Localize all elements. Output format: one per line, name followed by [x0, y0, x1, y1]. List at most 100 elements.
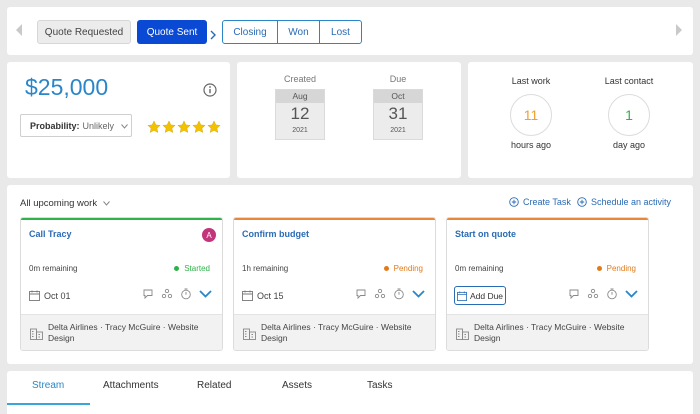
- stage-label: Quote Requested: [44, 26, 124, 38]
- task-related-text[interactable]: Delta Airlines · Tracy McGuire · Website…: [48, 322, 199, 343]
- work-filter-dropdown[interactable]: All upcoming work: [20, 198, 110, 209]
- building-icon: [243, 328, 256, 340]
- chevron-down-icon: [103, 198, 110, 209]
- task-related-footer: Delta Airlines · Tracy McGuire · Website…: [447, 314, 648, 350]
- tab-active-underline: [7, 403, 90, 405]
- calendar-icon: [456, 290, 467, 301]
- people-icon[interactable]: [374, 288, 386, 300]
- task-status-label: Pending: [606, 264, 636, 273]
- task-title[interactable]: Confirm budget: [242, 229, 309, 239]
- star-rating[interactable]: [147, 120, 221, 134]
- chevron-right-small-icon: [210, 27, 216, 45]
- plus-circle-icon: [577, 197, 587, 207]
- due-date-tile[interactable]: Oct 31 2021: [373, 89, 423, 140]
- created-year: 2021: [292, 127, 308, 134]
- comment-icon[interactable]: [568, 288, 580, 300]
- tab-assets[interactable]: Assets: [282, 380, 313, 391]
- add-due-button[interactable]: Add Due: [454, 286, 506, 305]
- timer-icon[interactable]: [393, 288, 405, 300]
- star-icon: [177, 120, 191, 133]
- created-date-tile[interactable]: Aug 12 2021: [275, 89, 325, 140]
- probability-select[interactable]: Probability: Unlikely: [20, 114, 132, 137]
- deal-amount: $25,000: [25, 74, 109, 100]
- building-icon: [456, 328, 469, 340]
- comment-icon[interactable]: [355, 288, 367, 300]
- chevron-down-icon[interactable]: [412, 290, 425, 298]
- people-icon[interactable]: [161, 288, 173, 300]
- tab-attachments[interactable]: Attachments: [103, 380, 159, 391]
- task-title[interactable]: Start on quote: [455, 229, 516, 239]
- task-related-text[interactable]: Delta Airlines · Tracy McGuire · Website…: [261, 322, 412, 343]
- chevron-down-icon[interactable]: [625, 290, 638, 298]
- tab-stream[interactable]: Stream: [32, 380, 65, 391]
- task-date-label: Oct 01: [44, 290, 71, 301]
- stage-label: Lost: [331, 26, 350, 38]
- plus-circle-icon: [509, 197, 519, 207]
- people-icon[interactable]: [587, 288, 599, 300]
- last-work-unit: hours ago: [510, 140, 552, 150]
- task-actions: [142, 288, 212, 300]
- probability-value: Unlikely: [82, 120, 115, 131]
- task-related-footer: Delta Airlines · Tracy McGuire · Website…: [21, 314, 222, 350]
- task-card[interactable]: Call Tracy A 0m remaining Started Oct 01…: [20, 217, 223, 351]
- created-label: Created: [283, 74, 317, 84]
- created-month: Aug: [276, 90, 324, 103]
- chevron-down-icon: [121, 121, 128, 131]
- task-remaining: 1h remaining: [242, 264, 289, 273]
- create-task-link[interactable]: Create Task: [509, 197, 571, 207]
- chevron-left-icon[interactable]: [15, 23, 23, 42]
- tab-tasks[interactable]: Tasks: [367, 380, 393, 391]
- due-year: 2021: [390, 127, 406, 134]
- task-card[interactable]: Confirm budget 1h remaining Pending Oct …: [233, 217, 436, 351]
- activity-card: Last work 11 hours ago Last contact 1 da…: [468, 62, 693, 178]
- task-actions: [568, 288, 638, 300]
- task-status: Pending: [383, 264, 423, 273]
- calendar-icon: [29, 290, 40, 301]
- due-day: 31: [388, 104, 408, 123]
- status-dot: [596, 266, 602, 271]
- star-icon: [192, 120, 206, 133]
- due-label: Due: [389, 74, 407, 84]
- stage-lost[interactable]: Lost: [320, 21, 361, 43]
- avatar[interactable]: A: [202, 228, 216, 242]
- stage-quote-sent[interactable]: Quote Sent: [137, 20, 207, 44]
- avatar-initial: A: [206, 230, 212, 240]
- due-month: Oct: [374, 90, 422, 103]
- add-due-label: Add Due: [469, 290, 504, 301]
- task-related-footer: Delta Airlines · Tracy McGuire · Website…: [234, 314, 435, 350]
- comment-icon[interactable]: [142, 288, 154, 300]
- info-icon[interactable]: [203, 83, 217, 102]
- timer-icon[interactable]: [180, 288, 192, 300]
- tab-related[interactable]: Related: [197, 380, 232, 391]
- task-remaining: 0m remaining: [455, 264, 504, 273]
- last-contact-value: 1: [625, 107, 633, 123]
- created-day: 12: [290, 104, 310, 123]
- star-icon: [147, 120, 161, 133]
- schedule-activity-link[interactable]: Schedule an activity: [577, 197, 671, 207]
- chevron-right-icon[interactable]: [675, 23, 683, 42]
- last-contact-label: Last contact: [604, 76, 654, 86]
- stage-quote-requested[interactable]: Quote Requested: [37, 20, 131, 44]
- stage-group-next: Closing Won Lost: [222, 20, 362, 44]
- task-due-date[interactable]: Oct 15: [242, 290, 284, 301]
- create-task-label: Create Task: [523, 197, 571, 207]
- building-icon: [30, 328, 43, 340]
- stage-closing[interactable]: Closing: [223, 21, 278, 43]
- task-status: Started: [174, 264, 210, 273]
- task-remaining: 0m remaining: [29, 264, 78, 273]
- calendar-icon: [242, 290, 253, 301]
- task-status-bar: [447, 218, 648, 220]
- task-title[interactable]: Call Tracy: [29, 229, 72, 239]
- chevron-down-icon[interactable]: [199, 290, 212, 298]
- task-status-bar: [21, 218, 222, 220]
- task-card[interactable]: Start on quote 0m remaining Pending Add …: [446, 217, 649, 351]
- star-icon: [162, 120, 176, 133]
- task-related-text[interactable]: Delta Airlines · Tracy McGuire · Website…: [474, 322, 625, 343]
- detail-tabs: [7, 371, 693, 414]
- task-actions: [355, 288, 425, 300]
- stage-won[interactable]: Won: [278, 21, 320, 43]
- task-due-date[interactable]: Oct 01: [29, 290, 71, 301]
- last-work-circle: 11: [510, 94, 552, 136]
- timer-icon[interactable]: [606, 288, 618, 300]
- task-status: Pending: [596, 264, 636, 273]
